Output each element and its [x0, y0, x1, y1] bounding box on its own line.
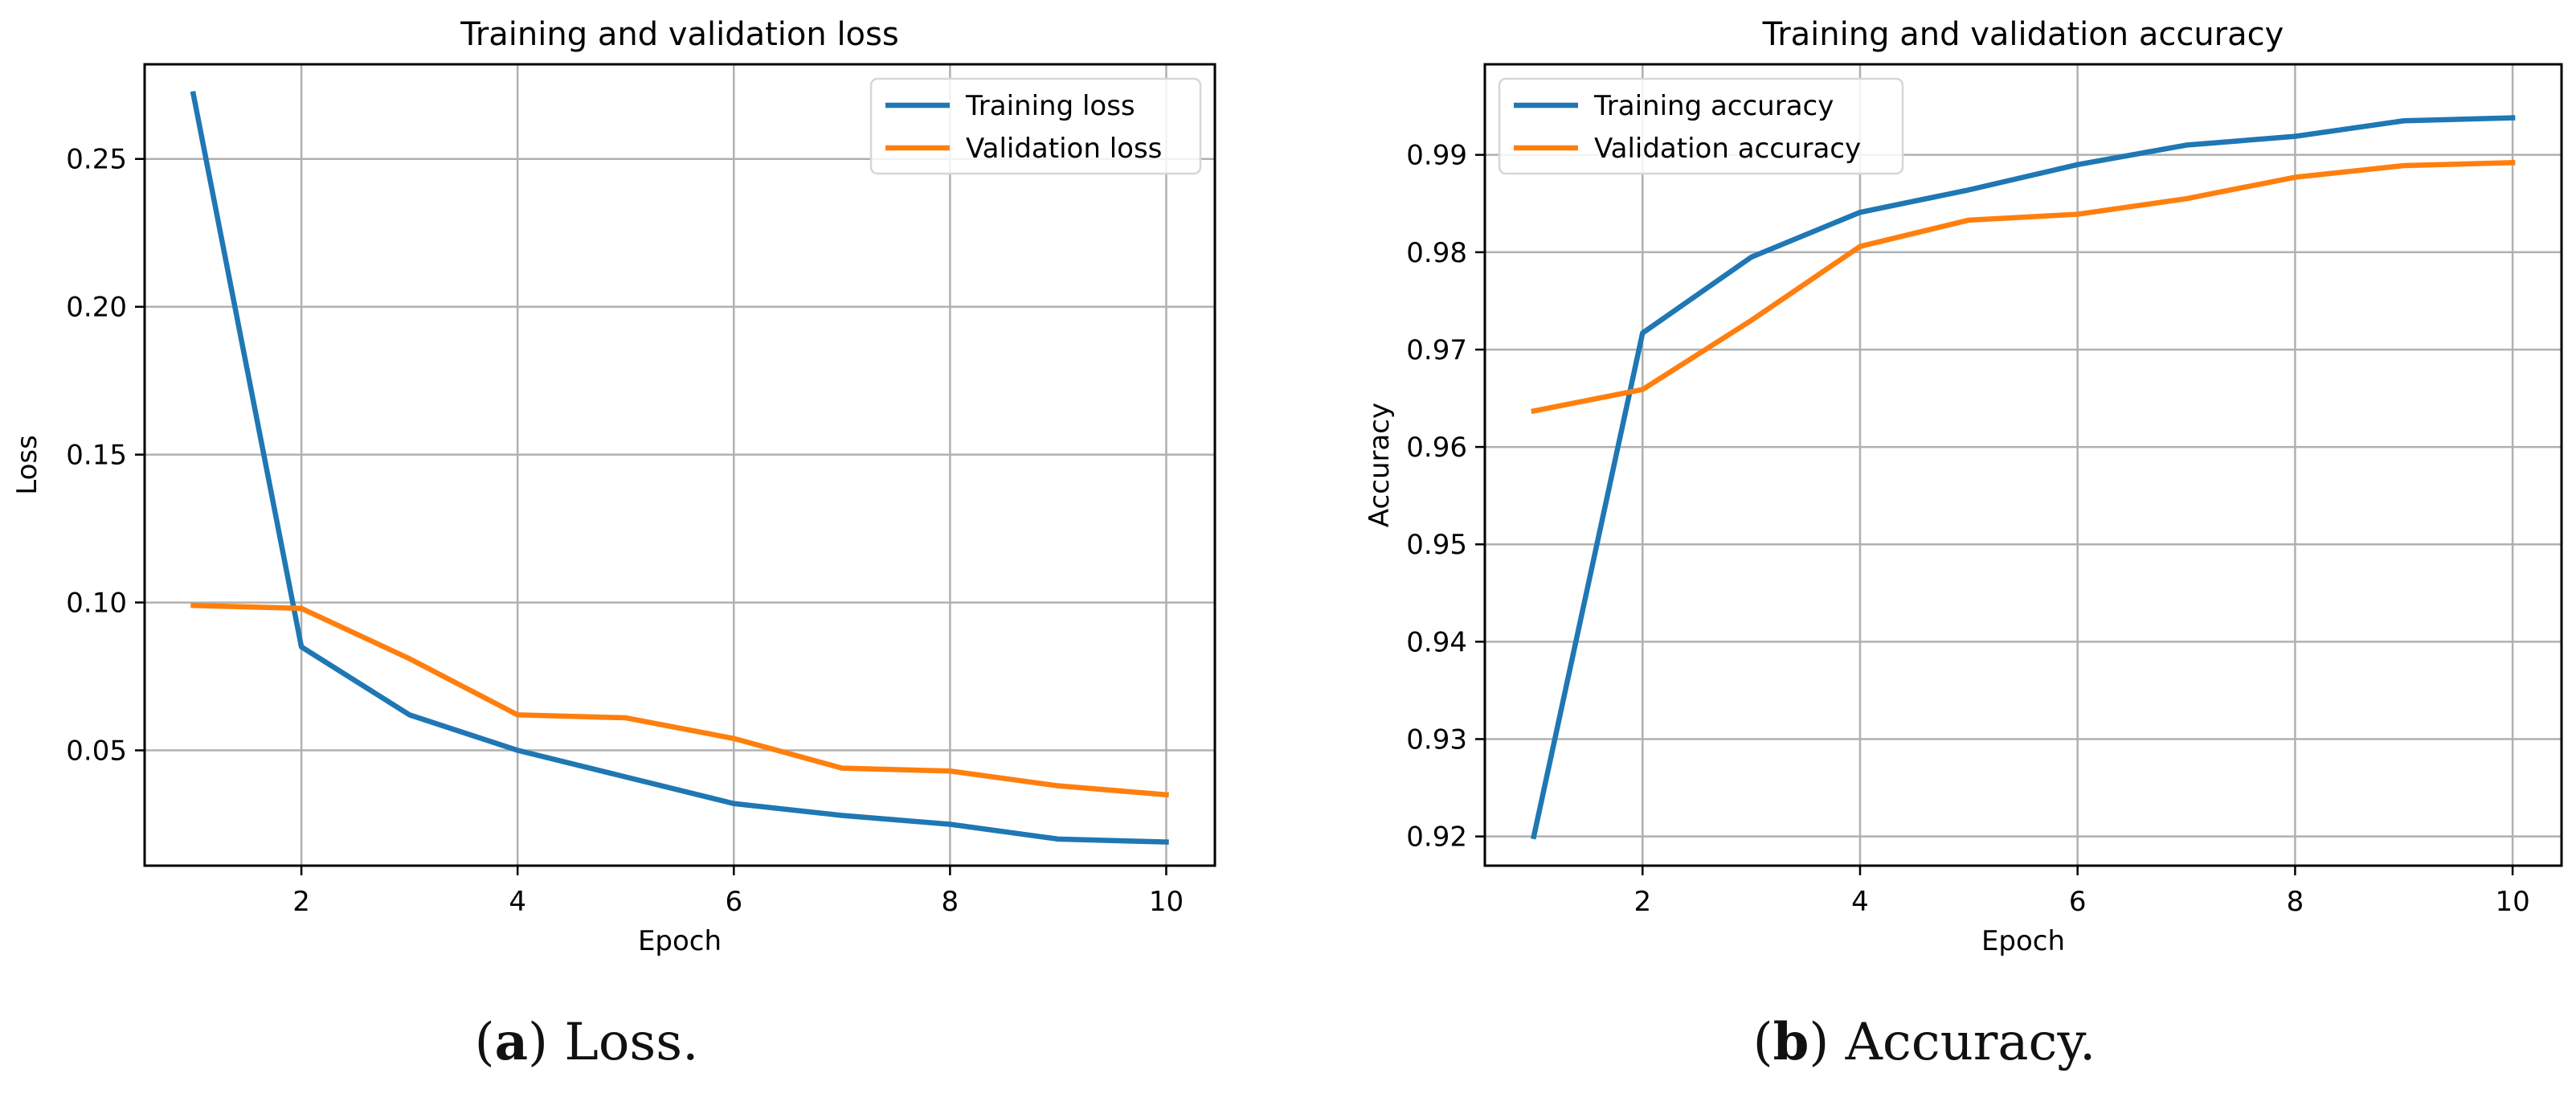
x-tick-label: 2 — [1634, 886, 1651, 918]
caption-a: (a) Loss. — [474, 1012, 699, 1072]
y-tick-label: 0.96 — [1406, 432, 1467, 464]
x-axis-label: Epoch — [1981, 925, 2065, 957]
y-tick-label: 0.95 — [1406, 529, 1467, 561]
series-line-validation-loss — [190, 602, 1169, 798]
x-tick-label: 10 — [2495, 886, 2529, 918]
x-tick-label: 10 — [1149, 886, 1184, 918]
chart-title: Training and validation loss — [460, 16, 898, 53]
legend-box — [1498, 77, 1904, 175]
y-tick-label: 0.25 — [66, 144, 127, 176]
y-tick-label: 0.99 — [1406, 140, 1467, 172]
x-tick-label: 4 — [1851, 886, 1869, 918]
legend-label: Training accuracy — [1593, 90, 1834, 122]
legend-box — [869, 77, 1202, 175]
legend-label: Training loss — [965, 90, 1135, 122]
x-tick-label: 6 — [725, 886, 742, 918]
chart-loss: 2 4 6 8 10 0.05 0.10 0.15 0.20 0.25 Training and v… — [11, 16, 1216, 957]
y-tick-label: 0.15 — [66, 440, 127, 472]
y-tick-label: 0.93 — [1406, 724, 1467, 756]
x-tick-label: 8 — [2287, 886, 2304, 918]
y-tick-label: 0.94 — [1406, 626, 1467, 658]
x-tick-label: 6 — [2069, 886, 2087, 918]
caption-b: (b) Accuracy. — [1752, 1012, 2096, 1072]
y-tick-label: 0.05 — [66, 735, 127, 768]
x-axis-label: Epoch — [638, 925, 722, 957]
y-tick-label: 0.98 — [1406, 237, 1467, 269]
x-tick-label: 8 — [942, 886, 959, 918]
y-axis-label: Loss — [11, 435, 43, 495]
series-line-validation-accuracy — [1531, 160, 2516, 415]
x-tick-label: 2 — [292, 886, 310, 918]
chart-accuracy: 2 4 6 8 10 0.92 0.93 0.94 0.95 0.96 0.97 0.98 0.99 Tr… — [1364, 16, 2563, 957]
x-tick-label: 4 — [509, 886, 526, 918]
y-axis-label: Accuracy — [1364, 403, 1396, 527]
legend-label: Validation accuracy — [1594, 133, 1861, 165]
y-tick-label: 0.97 — [1406, 334, 1467, 367]
y-tick-label: 0.20 — [66, 292, 127, 324]
axes-frame — [143, 63, 1216, 867]
y-tick-label: 0.92 — [1406, 821, 1467, 854]
y-tick-label: 0.10 — [66, 588, 127, 620]
series-line-training-loss — [190, 90, 1169, 845]
legend-label: Validation loss — [966, 133, 1162, 165]
series-line-training-accuracy — [1531, 115, 2516, 840]
chart-title: Training and validation accuracy — [1762, 16, 2284, 53]
axes-frame — [1483, 63, 2563, 867]
